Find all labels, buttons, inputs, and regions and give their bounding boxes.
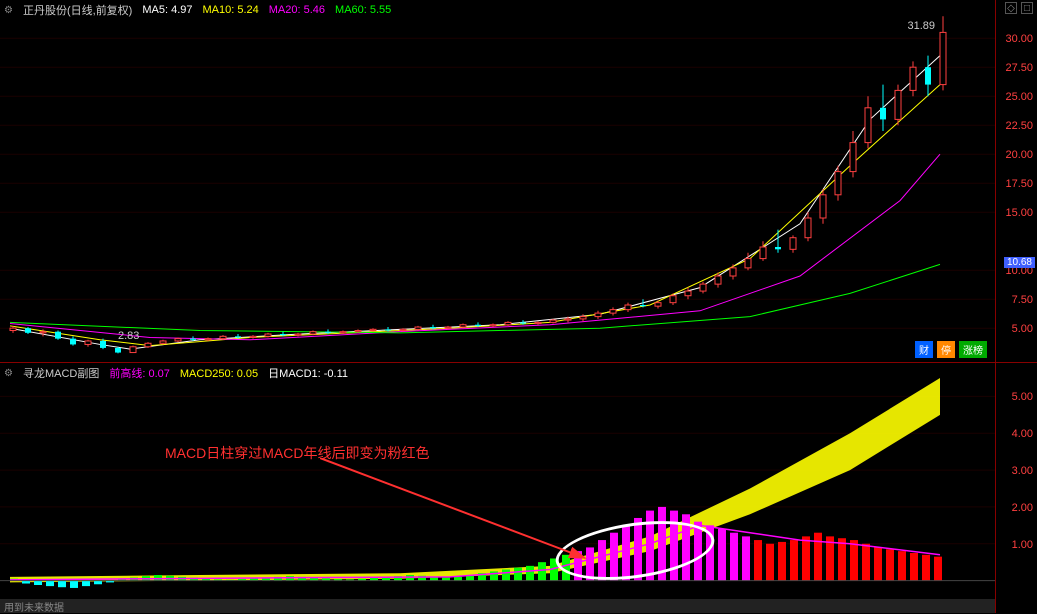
badges: 财停涨榜 [915,341,987,358]
gear-icon[interactable]: ⚙ [4,5,13,16]
macd-panel[interactable]: ⚙ 寻龙MACD副图 前高线: 0.07 MACD250: 0.05 日MACD1:… [0,363,1037,613]
macd-indicator: MACD250: 0.05 [180,368,258,380]
macd-indicator: 日MACD1: -0.11 [268,368,348,380]
y-tick: 4.00 [1012,428,1033,440]
price-y-axis: 30.0027.5025.0022.5020.0017.5015.0010.00… [995,0,1037,362]
y-tick: 17.50 [1005,178,1033,190]
y-tick: 20.00 [1005,149,1033,161]
macd-title: 寻龙MACD副图 [23,365,99,381]
y-tick: 25.00 [1005,91,1033,103]
arrow-icon [320,458,600,568]
price-header: ⚙ 正丹股份(日线,前复权) MA5: 4.97 MA10: 5.24 MA20: … [4,2,401,18]
y-tick: 30.00 [1005,33,1033,45]
y-tick: 7.50 [1012,294,1033,306]
stock-title: 正丹股份(日线,前复权) [23,2,132,18]
y-tick: 27.50 [1005,62,1033,74]
annotation-text: MACD日柱穿过MACD年线后即变为粉红色 [165,443,429,463]
macd-header: ⚙ 寻龙MACD副图 前高线: 0.07 MACD250: 0.05 日MACD1:… [4,365,358,381]
macd-y-axis: 5.00 4.00 3.00 2.00 1.00 [995,363,1037,613]
badge[interactable]: 停 [937,341,955,358]
y-highlight: 10.68 [1004,257,1035,268]
ma-indicator: MA10: 5.24 [203,4,259,16]
gear-icon[interactable]: ⚙ [4,368,13,379]
y-tick: 1.00 [1012,539,1033,551]
chart-container: ⚙ 正丹股份(日线,前复权) MA5: 4.97 MA10: 5.24 MA20: … [0,0,1037,613]
ma-indicator: MA60: 5.55 [335,4,391,16]
badge[interactable]: 财 [915,341,933,358]
macd-plot[interactable]: MACD日柱穿过MACD年线后即变为粉红色 [0,378,995,599]
ma-indicator: MA5: 4.97 [142,4,192,16]
y-tick: 3.00 [1012,465,1033,477]
y-tick: 22.50 [1005,120,1033,132]
low-price-label: 2.83 [118,330,139,342]
price-plot[interactable]: 31.89 2.83 [0,15,995,362]
y-tick: 5.00 [1012,391,1033,403]
high-price-label: 31.89 [907,20,935,32]
badge[interactable]: 涨榜 [959,341,987,358]
ma-indicator: MA20: 5.46 [269,4,325,16]
status-bar: 用到未来数据 [0,599,995,613]
macd-indicator: 前高线: 0.07 [109,368,170,380]
y-tick: 2.00 [1012,502,1033,514]
y-tick: 15.00 [1005,207,1033,219]
price-panel[interactable]: ⚙ 正丹股份(日线,前复权) MA5: 4.97 MA10: 5.24 MA20: … [0,0,1037,363]
y-tick: 5.00 [1012,323,1033,335]
